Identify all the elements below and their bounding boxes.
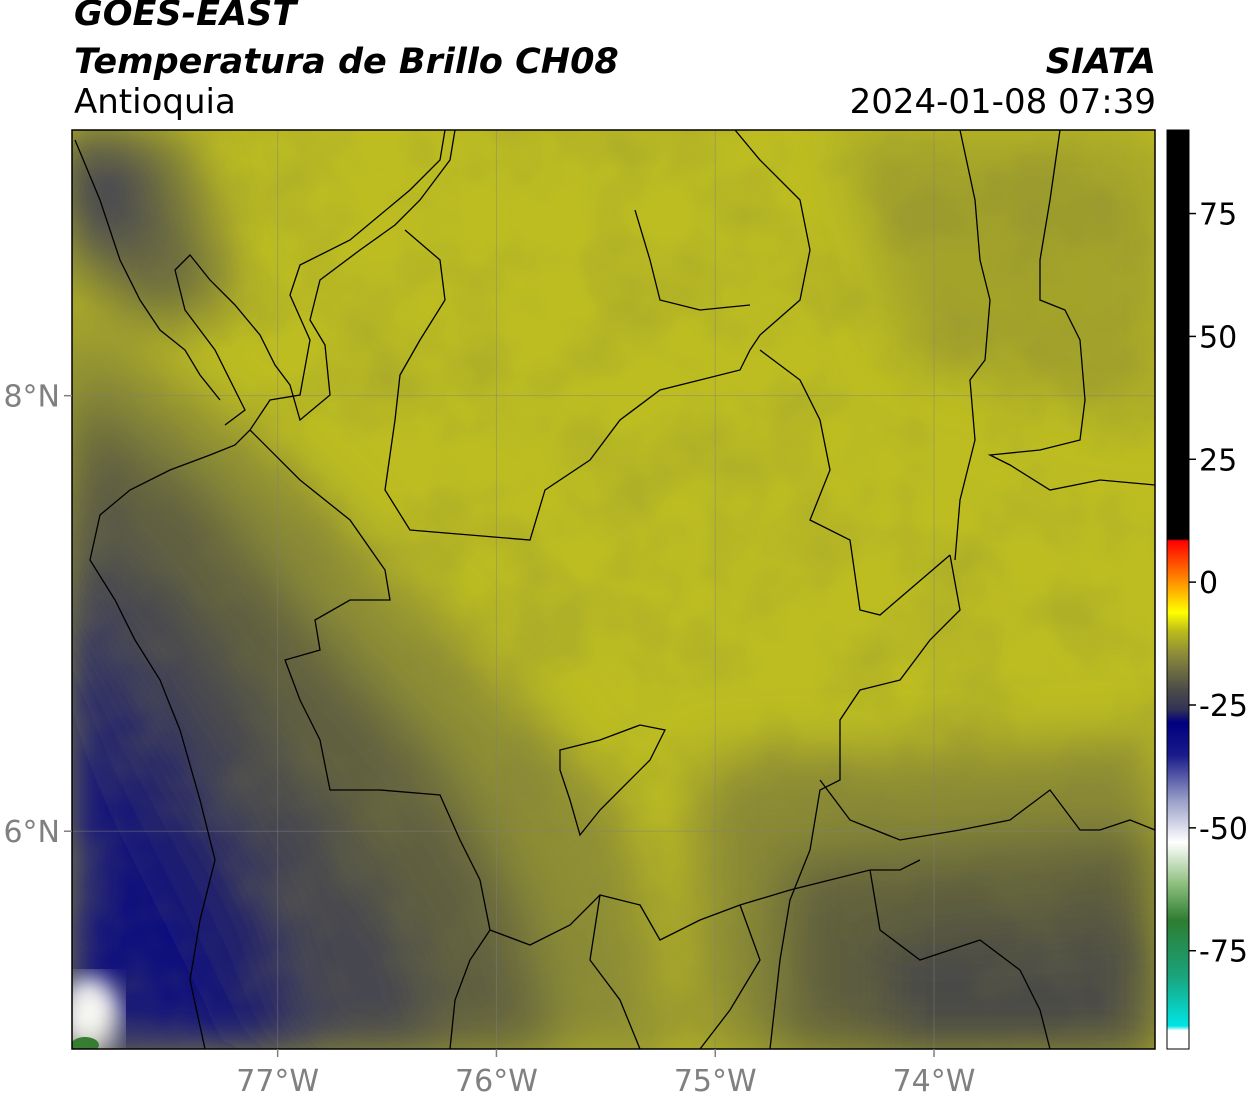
map-frame	[71, 129, 1156, 1050]
product-title: Temperatura de Brillo CH08	[74, 42, 619, 82]
region-title: Antioquia	[74, 82, 236, 122]
colorbar-tick-label-2: 25	[1199, 443, 1237, 478]
coastline	[89, 130, 446, 1049]
colorbar-tick-label-5: -50	[1199, 812, 1248, 847]
colorbar-tick-label-6: -75	[1199, 935, 1248, 970]
colorbar-tick-label-0: 75	[1199, 198, 1237, 233]
colorbar-tick-label-3: 0	[1199, 566, 1218, 601]
lon-tick-label-0: 77°W	[236, 1064, 319, 1099]
colorbar-tick-label-4: -25	[1199, 689, 1248, 724]
satellite-title: GOES-EAST	[74, 0, 297, 34]
lon-tick-label-2: 75°W	[674, 1064, 757, 1099]
latitude-ticks: 8°N 6°N	[3, 380, 72, 850]
boundaries	[74, 130, 1155, 1049]
lat-tick-label-0: 8°N	[3, 380, 60, 415]
colorbar	[1166, 129, 1190, 1050]
agency-title: SIATA	[1045, 42, 1156, 82]
colorbar-tick-label-1: 50	[1199, 320, 1237, 355]
lon-tick-label-1: 76°W	[455, 1064, 538, 1099]
datetime-title: 2024-01-08 07:39	[849, 82, 1156, 122]
lat-tick-label-1: 6°N	[3, 815, 60, 850]
map-gridlines	[72, 130, 1155, 1049]
lon-tick-label-3: 74°W	[893, 1064, 976, 1099]
longitude-ticks: 77°W 76°W 75°W 74°W	[236, 1049, 975, 1099]
colorbar-ticks: 75 50 25 0 -25 -50 -75	[1189, 198, 1248, 970]
antioquia-boundary	[384, 130, 811, 541]
brightness-temperature-field	[72, 130, 1155, 1049]
